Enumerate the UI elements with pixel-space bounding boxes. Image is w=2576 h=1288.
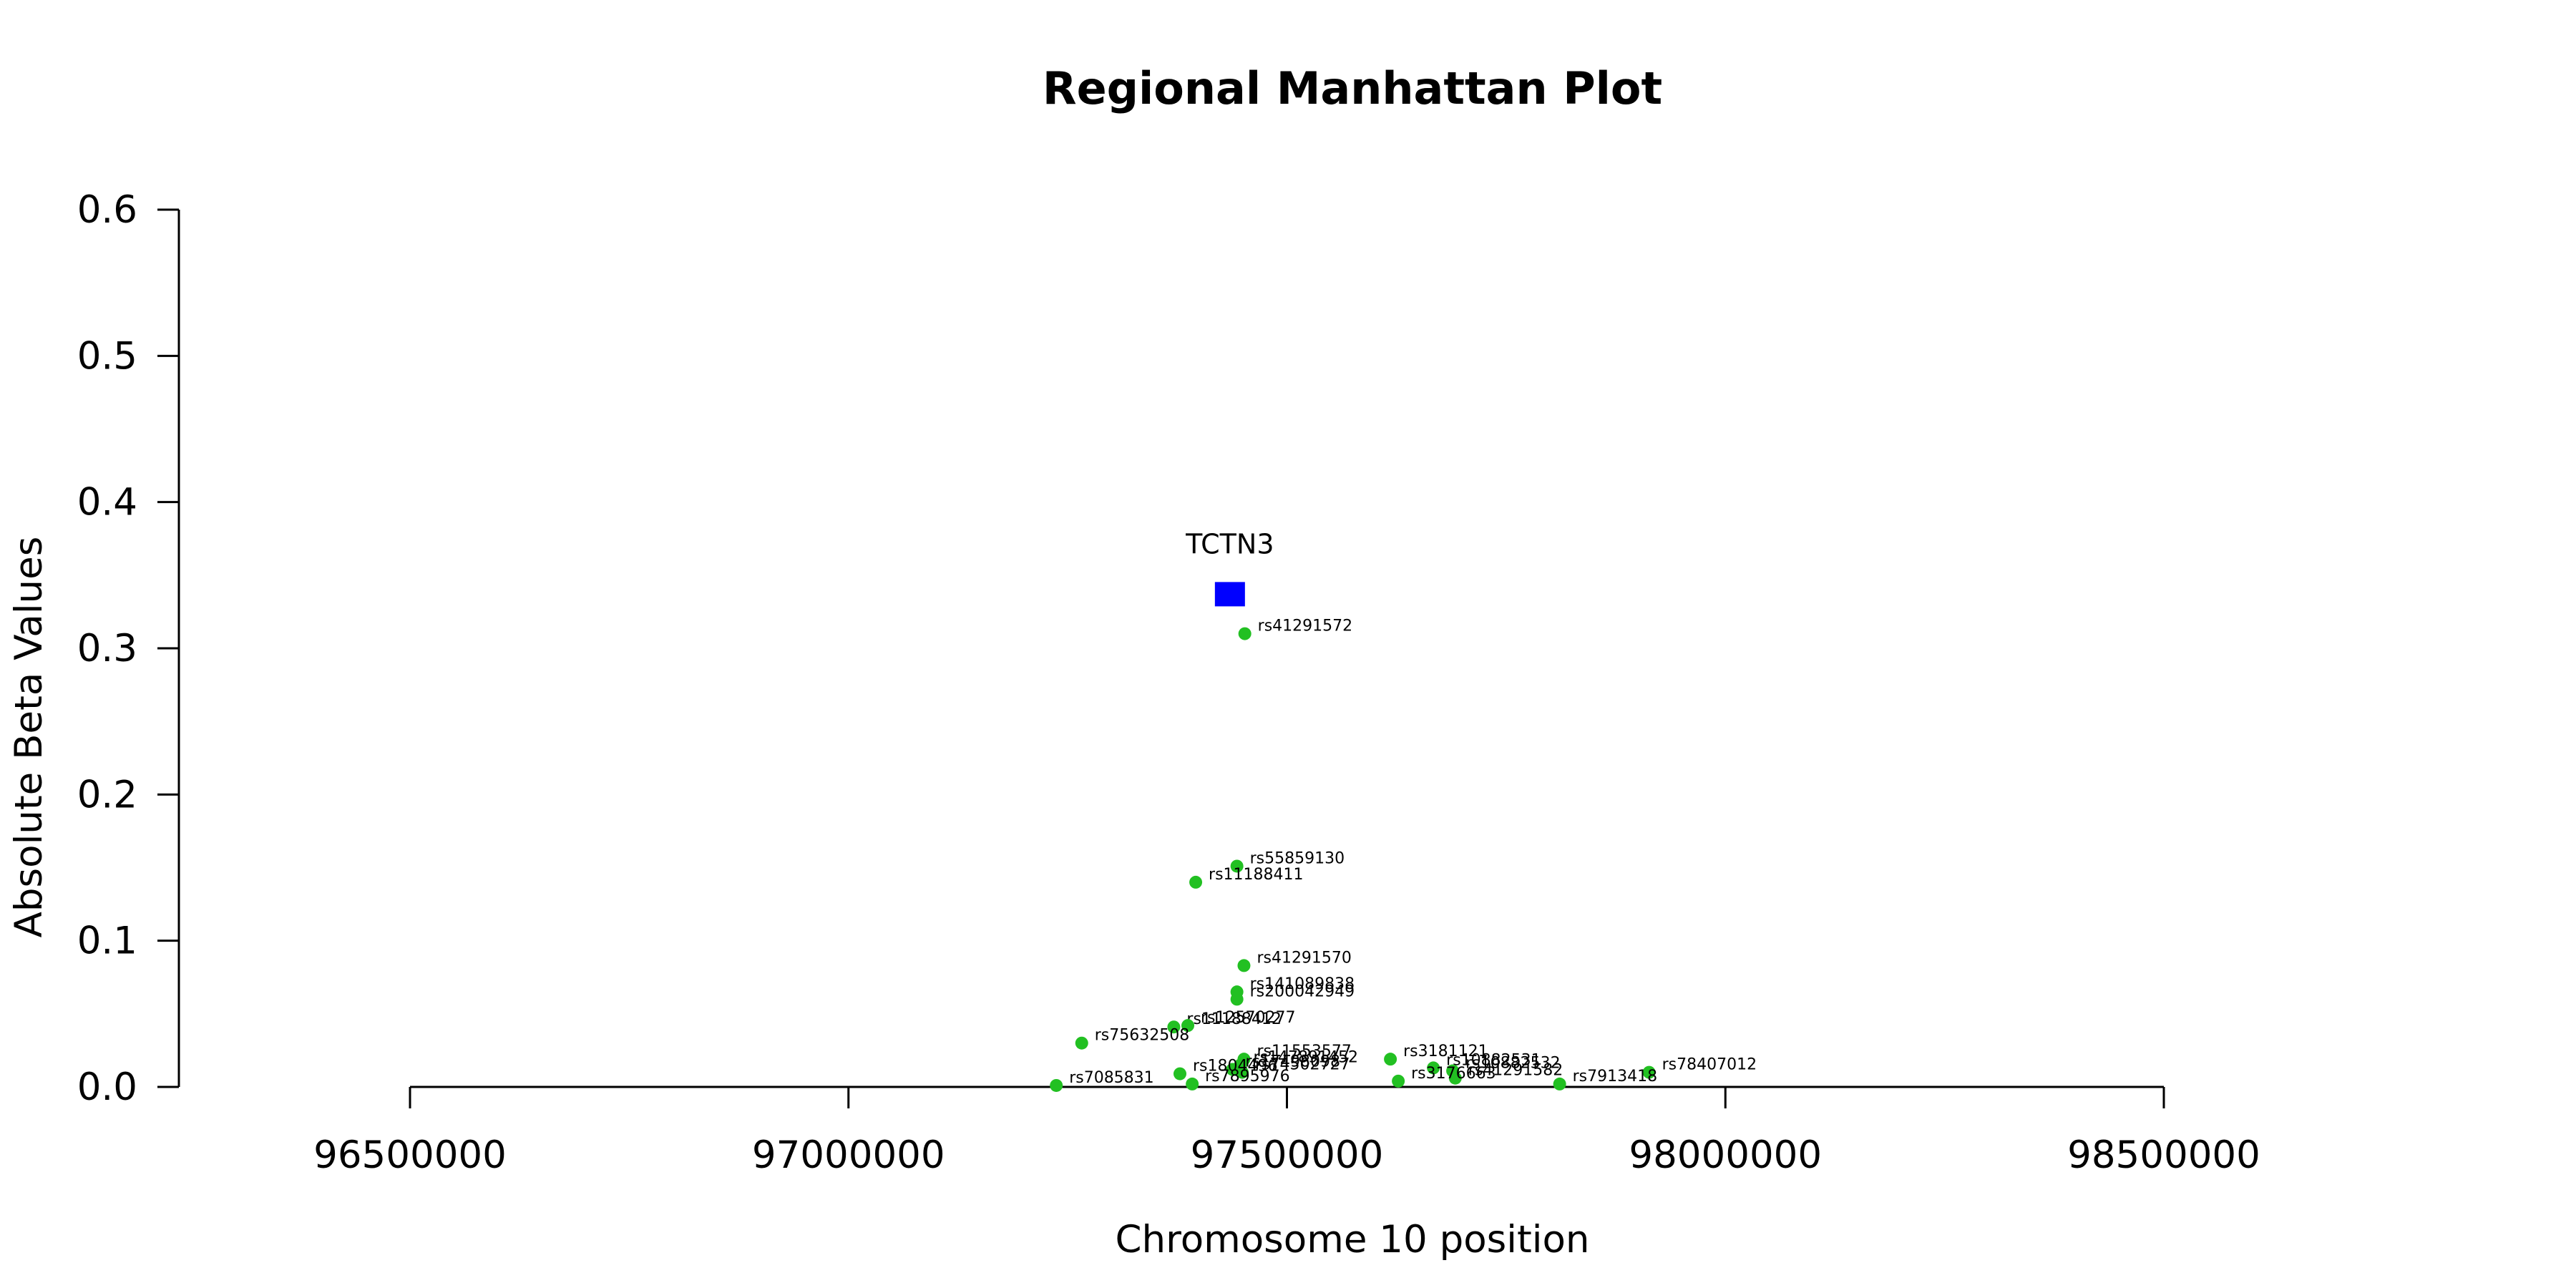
snp-point: [1230, 859, 1244, 873]
snp-label: rs74502727: [1255, 1056, 1350, 1074]
snp-label: rs41291582: [1468, 1062, 1563, 1080]
snp-label: rs3176663: [1411, 1065, 1496, 1083]
snp-point: [1181, 1019, 1195, 1033]
x-tick-label: 97000000: [752, 1133, 945, 1177]
snp-point: [1427, 1061, 1440, 1075]
snp-label: rs7085831: [1069, 1069, 1154, 1087]
snp-label: rs75632508: [1095, 1027, 1189, 1045]
snp-label: rs11188412: [1186, 1010, 1281, 1028]
y-tick-label: 0.4: [77, 481, 137, 525]
snp-point: [1186, 1077, 1199, 1091]
y-tick-label: 0.2: [77, 773, 137, 816]
snp-point: [1392, 1074, 1405, 1088]
snp-label: rs41291572: [1258, 618, 1352, 635]
y-tick-label: 0.3: [77, 627, 137, 670]
snp-point: [1384, 1053, 1397, 1066]
y-axis: 0.0 0.1 0.2 0.3 0.4 0.5 0.6: [77, 188, 180, 1109]
snp-label: rs11553577: [1257, 1043, 1351, 1060]
y-axis-label: Absolute Beta Values: [7, 537, 51, 938]
snp-label: rs78407012: [1662, 1056, 1757, 1074]
snp-label: rs3181121: [1403, 1043, 1488, 1060]
snp-point: [1173, 1067, 1186, 1080]
snp-label: rs10882532: [1465, 1055, 1560, 1073]
y-tick-label: 0.0: [77, 1065, 137, 1109]
snp-point: [1237, 959, 1251, 972]
snp-point: [1238, 627, 1252, 640]
snp-point: [1075, 1036, 1088, 1050]
snp-point: [1167, 1020, 1181, 1034]
snp-point: [1230, 992, 1244, 1006]
snp-label: rs1804496: [1193, 1058, 1278, 1075]
snp-label: rs55859130: [1250, 849, 1345, 867]
x-tick-label: 98500000: [2067, 1133, 2260, 1177]
snp-label: rs7913418: [1573, 1068, 1658, 1085]
chart-title: Regional Manhattan Plot: [1043, 62, 1662, 114]
snp-label: rs10882531: [1446, 1051, 1541, 1069]
snp-label: rs41291570: [1257, 949, 1351, 967]
snp-point: [1235, 1065, 1249, 1079]
snp-point: [1189, 875, 1203, 889]
x-tick-label: 97500000: [1191, 1133, 1384, 1177]
snp-label: rs200042949: [1250, 982, 1355, 1000]
x-axis-label: Chromosome 10 position: [1115, 1218, 1589, 1262]
snp-label: rs147891452: [1254, 1048, 1358, 1066]
y-tick-label: 0.1: [77, 919, 137, 963]
gene-label: TCTN3: [1185, 528, 1274, 560]
snp-label: rs7895976: [1205, 1068, 1290, 1085]
snp-label: rs17498098: [1246, 1053, 1340, 1070]
snp-point: [1448, 1071, 1462, 1085]
snp-point: [1553, 1077, 1566, 1091]
y-tick-label: 0.5: [77, 334, 137, 378]
x-tick-label: 96500000: [313, 1133, 507, 1177]
snp-label: rs12570277: [1201, 1009, 1295, 1027]
snp-point: [1050, 1078, 1063, 1092]
gene-marker-group: TCTN3: [1185, 528, 1274, 607]
snp-point: [1642, 1065, 1656, 1079]
snp-label: rs141089838: [1250, 975, 1355, 993]
y-tick-label: 0.6: [77, 188, 137, 232]
gene-marker: [1214, 582, 1245, 607]
snp-label: rs11188411: [1209, 866, 1303, 884]
x-tick-label: 98000000: [1629, 1133, 1822, 1177]
x-axis: 96500000 97000000 97500000 98000000 98500000: [313, 1085, 2260, 1177]
